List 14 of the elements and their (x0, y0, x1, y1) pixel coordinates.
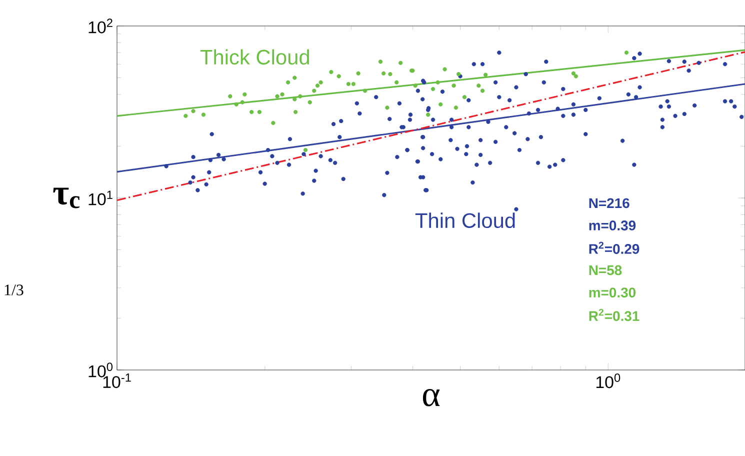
annotation: m=0.30 (589, 288, 636, 298)
annotation: m=0.39 (589, 220, 636, 230)
annotation: N=216 (589, 198, 630, 208)
y-tick-label: 10$^{2}$ (88, 18, 112, 34)
y-tick-label: 10$^{0}$ (88, 362, 113, 378)
y-axis-title: τ$_{c}$ (53, 188, 80, 208)
annotation: R$^{2}$=0.31 (589, 308, 640, 322)
series-label: Thick Cloud (200, 49, 310, 65)
annotation: R$^{2}$=0.29 (589, 242, 640, 254)
text: 1/3 (4, 284, 24, 296)
annotation: N=58 (589, 265, 622, 276)
y-tick-label: 10$^{1}$ (88, 190, 112, 206)
x-axis-title: α (422, 389, 440, 406)
series-label: Thin Cloud (415, 212, 515, 228)
